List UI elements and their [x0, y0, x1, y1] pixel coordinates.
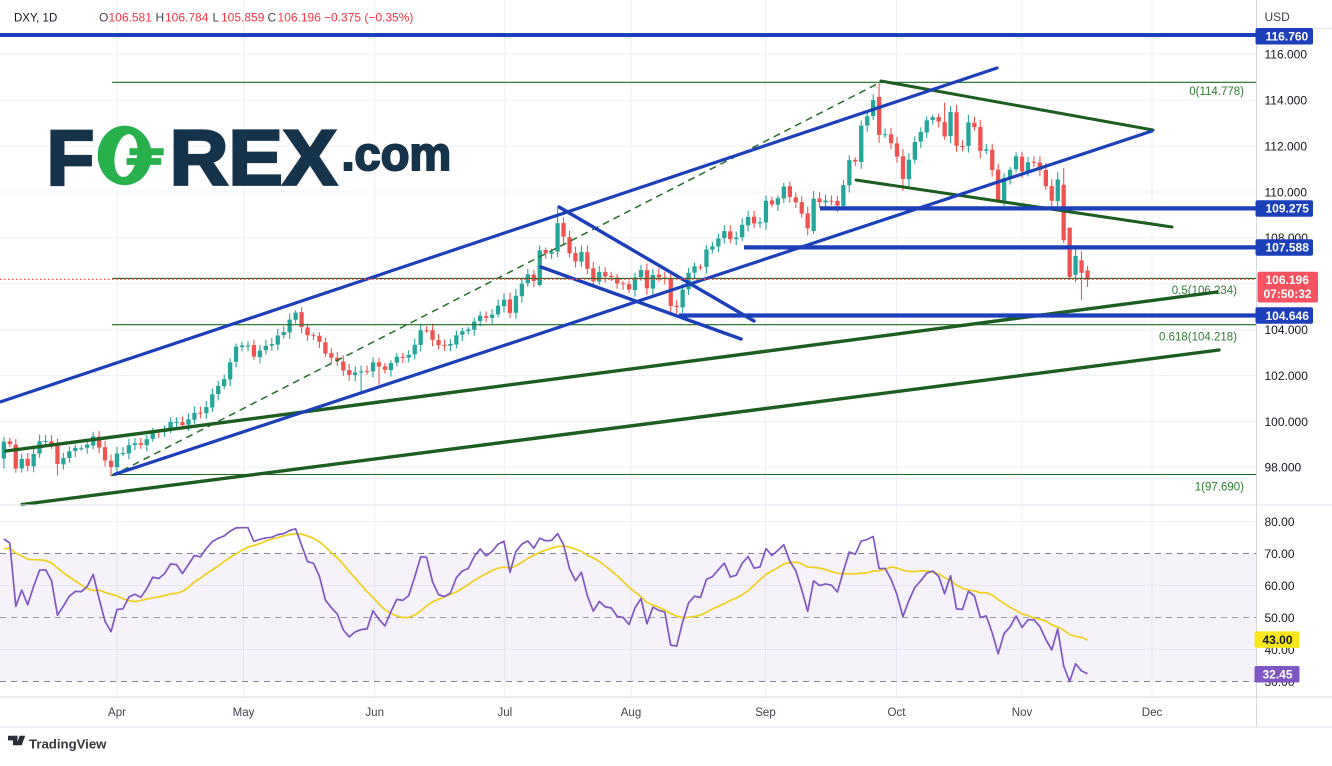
svg-text:0.618(104.218): 0.618(104.218): [1159, 332, 1237, 344]
svg-text:80.00: 80.00: [1265, 515, 1295, 529]
svg-text:Jul: Jul: [497, 707, 512, 719]
svg-text:107.588: 107.588: [1266, 241, 1310, 255]
svg-text:112.000: 112.000: [1265, 139, 1308, 153]
svg-text:102.000: 102.000: [1265, 369, 1309, 383]
svg-text:0.5(106.234): 0.5(106.234): [1172, 285, 1237, 297]
svg-text:USD: USD: [1265, 10, 1291, 24]
svg-text:106.581: 106.581: [109, 11, 153, 25]
svg-text:106.784: 106.784: [165, 11, 209, 25]
svg-text:70.00: 70.00: [1265, 547, 1295, 561]
svg-text:Jun: Jun: [365, 707, 384, 719]
svg-text:May: May: [233, 707, 255, 719]
svg-text:H: H: [156, 11, 165, 25]
svg-text:F: F: [47, 114, 95, 202]
svg-text:L: L: [213, 11, 220, 25]
svg-text:116.000: 116.000: [1265, 48, 1308, 62]
svg-text:106.196: 106.196: [1266, 273, 1310, 287]
svg-text:50.00: 50.00: [1265, 611, 1295, 625]
svg-text:98.000: 98.000: [1265, 461, 1302, 475]
svg-text:Aug: Aug: [621, 707, 641, 719]
svg-text:43.00: 43.00: [1263, 633, 1293, 647]
svg-text:C: C: [268, 11, 277, 25]
svg-text:Nov: Nov: [1012, 707, 1033, 719]
svg-text:106.196: 106.196: [278, 11, 322, 25]
svg-text:105.859: 105.859: [221, 11, 265, 25]
svg-text:60.00: 60.00: [1265, 579, 1295, 593]
svg-text:104.000: 104.000: [1265, 323, 1309, 337]
svg-text:100.000: 100.000: [1265, 415, 1309, 429]
svg-text:−0.375 (−0.35%): −0.375 (−0.35%): [324, 11, 413, 25]
svg-text:110.000: 110.000: [1265, 185, 1308, 199]
svg-text:0(114.778): 0(114.778): [1189, 86, 1244, 98]
svg-text:104.646: 104.646: [1266, 309, 1310, 323]
svg-text:Oct: Oct: [888, 707, 907, 719]
svg-text:109.275: 109.275: [1266, 202, 1310, 216]
svg-text:114.000: 114.000: [1265, 94, 1308, 108]
svg-text:Apr: Apr: [108, 707, 126, 719]
svg-text:32.45: 32.45: [1263, 668, 1293, 682]
svg-text:1(97.690): 1(97.690): [1195, 482, 1244, 494]
svg-text:07:50:32: 07:50:32: [1264, 287, 1312, 301]
svg-text:O: O: [99, 11, 108, 25]
svg-text:DXY, 1D: DXY, 1D: [14, 13, 57, 25]
svg-text:116.760: 116.760: [1266, 30, 1309, 44]
svg-text:.com: .com: [342, 127, 452, 180]
svg-text:TradingView: TradingView: [29, 737, 107, 752]
svg-text:Sep: Sep: [755, 707, 775, 719]
svg-text:Dec: Dec: [1142, 707, 1163, 719]
svg-text:REX: REX: [170, 114, 337, 202]
